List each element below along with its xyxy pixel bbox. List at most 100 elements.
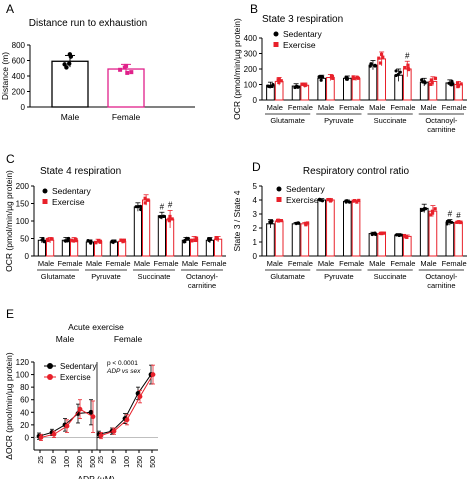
data-point [64,423,70,429]
x-tick-label: 50 [111,456,118,464]
y-tick-label: 100 [244,81,258,90]
x-tick-label: Female [390,259,415,268]
data-point [168,214,172,219]
data-point [121,239,125,244]
bar [368,233,378,257]
significance-mark: # [456,211,461,220]
significance-mark: # [405,51,410,60]
data-point [328,197,332,202]
y-tick-label: 300 [244,50,258,59]
x-tick-label: 500 [150,456,157,468]
legend-marker-sedentary [273,31,279,37]
panel-label: A [6,2,14,16]
data-point [371,232,375,236]
significance-mark: # [160,202,165,211]
x-tick-label: 100 [64,456,71,468]
group-label: Succinate [374,272,407,281]
data-point [455,81,460,86]
x-tick-label: Male [86,259,102,268]
chart-title: State 3 respiration [262,14,343,25]
y-axis-label: Distance (m) [0,52,10,100]
y-axis-label: State 3 / State 4 [232,190,242,251]
data-point [277,80,281,85]
data-point [296,85,300,89]
legend-label-exercise: Exercise [60,373,91,382]
data-point [276,219,280,223]
data-point [319,78,323,82]
data-point [344,199,348,203]
data-point [373,63,377,67]
y-tick-label: 80 [20,383,29,392]
significance-mark: # [168,201,173,210]
data-point [110,240,115,244]
legend-marker-exercise [276,197,282,202]
data-point [326,198,330,202]
panel-label: E [6,307,14,321]
group-label: carnitine [427,125,455,134]
data-point [352,76,356,81]
chart-title: State 4 respiration [40,166,121,177]
x-axis-label: ADP (µM) [77,474,114,479]
x-tick-label: Female [442,103,467,112]
legend-label-exercise: Exercise [283,40,316,50]
data-point [357,198,361,203]
data-point [399,233,404,237]
y-tick-label: 0 [253,252,258,261]
data-point [433,76,438,80]
group-label: Glutamate [270,116,305,125]
bar [351,77,361,101]
series-line [98,374,152,435]
data-point [459,82,463,86]
data-point [68,54,74,59]
bar [368,64,378,101]
data-point [304,83,308,87]
data-point [146,198,150,202]
data-point [63,239,67,243]
x-tick-label: 25 [38,456,45,464]
data-point [380,231,384,235]
legend-marker-sedentary [276,186,282,192]
data-point [344,77,349,81]
data-point [122,65,127,70]
y-axis-label: OCR (pmol/min/µg protein) [4,170,14,272]
y-tick-label: 5 [253,182,258,191]
y-axis-label: ΔOCR (pmol/min/µg protein) [4,352,14,460]
data-point [186,236,190,241]
data-point [368,64,372,68]
x-tick-label: 25 [98,456,105,464]
data-point [139,207,143,212]
panel-label: D [252,160,261,174]
x-tick-label: 250 [137,456,144,468]
data-point [270,84,274,89]
data-point [41,238,45,242]
legend-marker-exercise [273,42,279,47]
x-tick-label: Female [390,103,415,112]
bar [266,223,275,257]
data-point [351,75,355,79]
data-point [137,394,143,399]
group-label: Succinate [138,272,171,281]
data-point [98,239,102,243]
data-point [449,220,454,224]
x-tick-label: Male [318,103,334,112]
legend-marker-exercise [42,199,48,204]
data-point [381,55,385,59]
data-point [449,83,454,87]
x-tick-label: Female [112,112,141,122]
group-label: Octanoyl- [425,116,458,125]
x-tick-label: 250 [77,456,84,468]
panel-d: D Respiratory control ratio 0 1 2 3 4 5 State 3 … [232,160,467,290]
data-point [158,215,162,219]
y-tick-label: 120 [16,358,30,367]
data-point [279,219,284,223]
bar [445,221,455,257]
data-point [167,217,171,221]
x-tick-label: Female [201,259,226,268]
x-tick-label: Male [134,259,150,268]
data-point [330,74,334,78]
panel-a: A Distance run to exhaustion 0 200 400 600 800… [0,2,195,122]
data-point [46,237,50,242]
